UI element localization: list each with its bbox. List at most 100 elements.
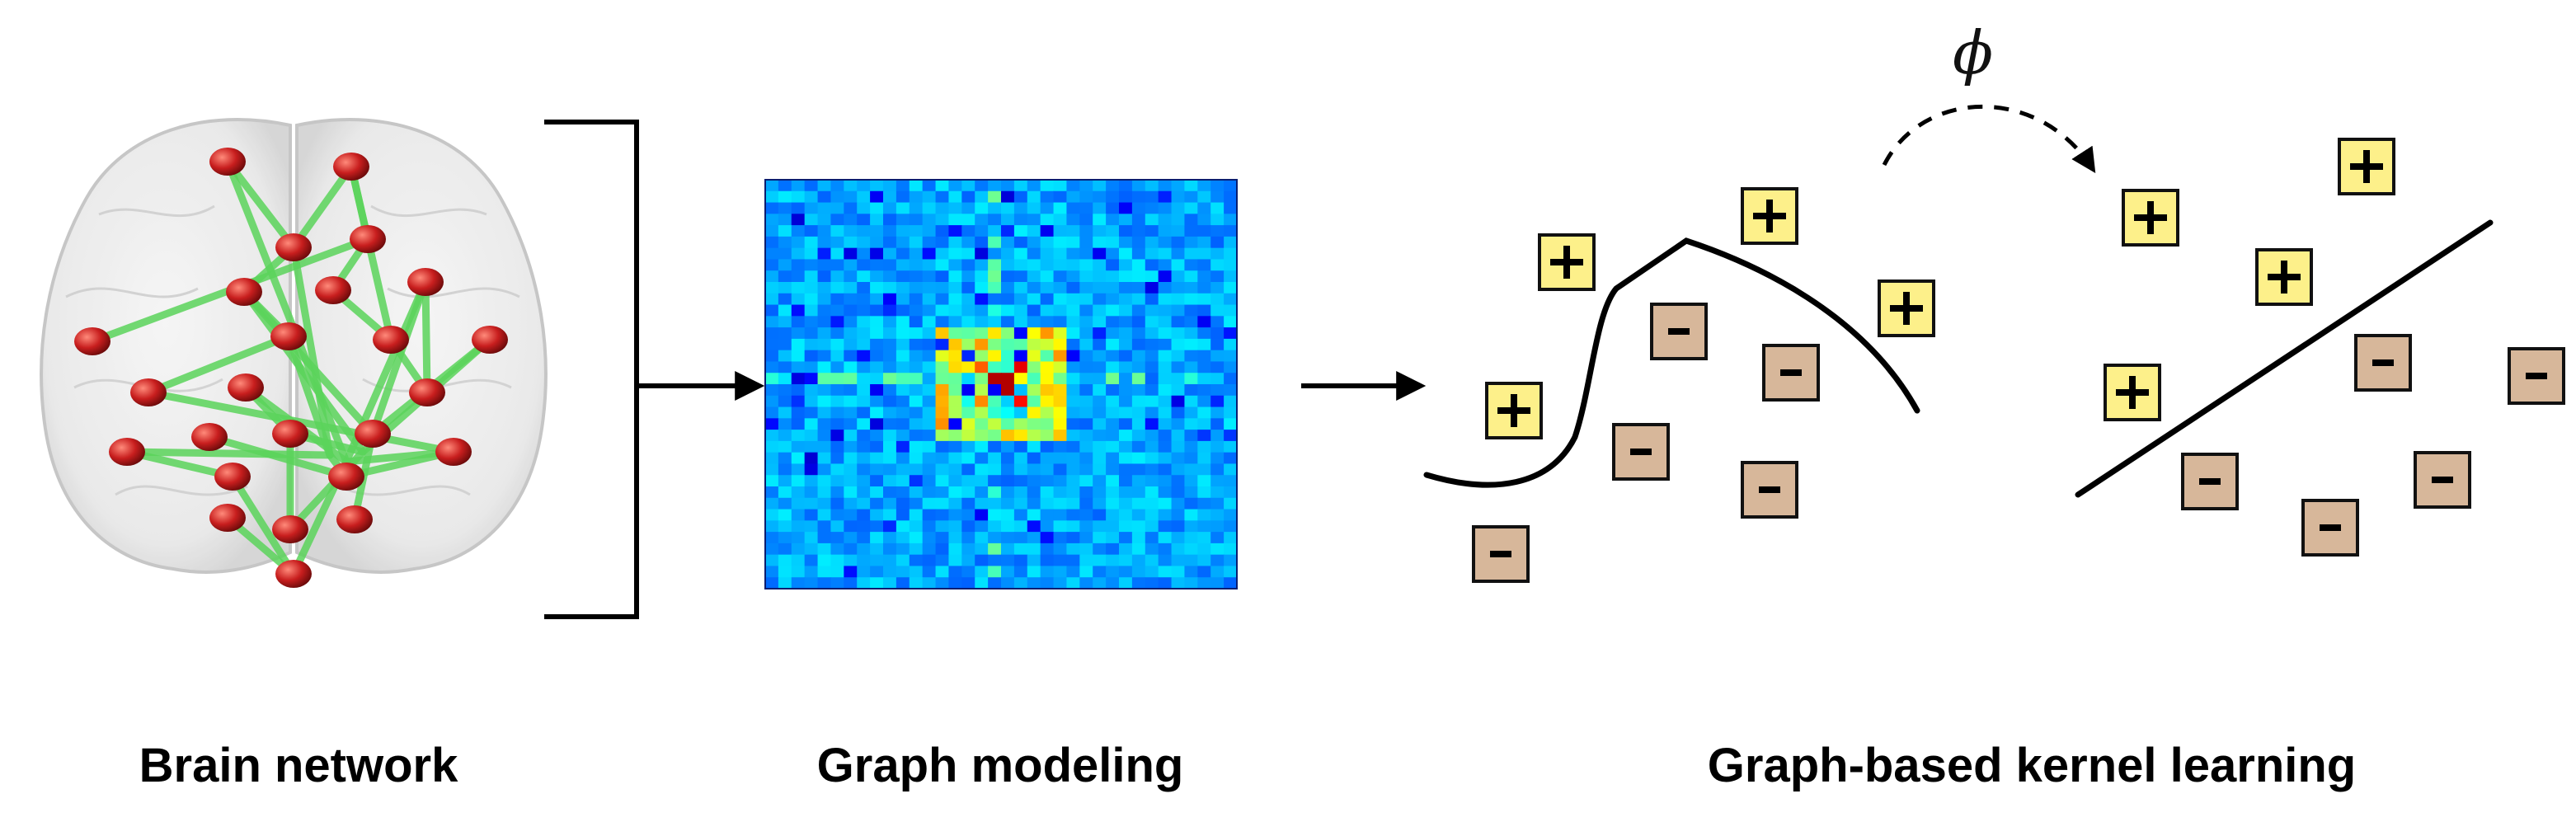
matrix-cell bbox=[895, 373, 910, 385]
matrix-cell bbox=[1093, 214, 1107, 226]
matrix-cell bbox=[804, 270, 819, 283]
matrix-cell bbox=[1131, 543, 1146, 556]
matrix-cell bbox=[844, 486, 858, 499]
matrix-cell bbox=[870, 338, 884, 351]
matrix-cell bbox=[895, 384, 910, 397]
brain-edge bbox=[144, 332, 293, 397]
matrix-cell bbox=[1131, 304, 1146, 317]
matrix-cell bbox=[817, 214, 832, 226]
matrix-cell bbox=[765, 327, 779, 340]
matrix-cell bbox=[804, 486, 819, 499]
matrix-cell bbox=[909, 430, 924, 442]
matrix-cell bbox=[1027, 361, 1041, 373]
matrix-cell bbox=[1106, 236, 1120, 249]
matrix-cell bbox=[1066, 293, 1080, 306]
matrix-cell bbox=[791, 350, 806, 363]
matrix-cell bbox=[791, 440, 806, 453]
plus-icon-vertical bbox=[2363, 150, 2370, 183]
matrix-cell bbox=[765, 577, 779, 589]
matrix-cell bbox=[1013, 418, 1028, 430]
matrix-cell bbox=[1197, 282, 1211, 294]
matrix-cell bbox=[909, 452, 924, 465]
matrix-cell bbox=[1158, 293, 1173, 306]
matrix-cell bbox=[778, 532, 792, 544]
matrix-cell bbox=[1145, 566, 1159, 578]
matrix-cell bbox=[1197, 247, 1211, 261]
matrix-cell bbox=[922, 338, 937, 351]
matrix-cell bbox=[870, 497, 884, 510]
matrix-cell bbox=[791, 338, 806, 351]
matrix-cell bbox=[1184, 259, 1198, 271]
matrix-cell bbox=[961, 282, 975, 294]
brain-node bbox=[191, 423, 228, 451]
matrix-cell bbox=[1171, 532, 1186, 544]
matrix-cell bbox=[1210, 566, 1225, 578]
matrix-cell bbox=[1079, 316, 1093, 328]
matrix-cell bbox=[1184, 430, 1198, 442]
plus-icon-vertical bbox=[1563, 246, 1570, 279]
matrix-cell bbox=[1013, 395, 1028, 408]
matrix-cell bbox=[1197, 418, 1211, 430]
matrix-cell bbox=[988, 373, 1002, 385]
matrix-cell bbox=[1145, 180, 1159, 192]
matrix-cell bbox=[935, 350, 950, 363]
matrix-cell bbox=[1119, 486, 1133, 499]
matrix-cell bbox=[1027, 395, 1041, 408]
matrix-cell bbox=[1119, 520, 1133, 533]
matrix-cell bbox=[1119, 180, 1133, 192]
matrix-cell bbox=[961, 316, 975, 328]
matrix-cell bbox=[948, 214, 962, 226]
matrix-cell bbox=[1053, 316, 1068, 328]
matrix-cell bbox=[1131, 316, 1146, 328]
matrix-cell bbox=[1145, 406, 1159, 419]
matrix-cell bbox=[909, 361, 924, 373]
matrix-cell bbox=[988, 532, 1002, 544]
matrix-cell bbox=[1119, 327, 1133, 340]
matrix-cell bbox=[883, 543, 897, 556]
matrix-cell bbox=[1040, 577, 1055, 589]
matrix-cell bbox=[1053, 418, 1068, 430]
matrix-cell bbox=[922, 350, 937, 363]
matrix-cell bbox=[975, 543, 989, 556]
matrix-cell bbox=[948, 566, 962, 578]
matrix-cell bbox=[1119, 350, 1133, 363]
matrix-cell bbox=[1210, 463, 1225, 476]
matrix-cell bbox=[1158, 225, 1173, 237]
matrix-cell bbox=[1184, 395, 1198, 408]
matrix-cell bbox=[1197, 543, 1211, 556]
matrix-cell bbox=[1053, 395, 1068, 408]
matrix-cell bbox=[1171, 554, 1186, 567]
matrix-cell bbox=[922, 406, 937, 419]
matrix-cell bbox=[961, 395, 975, 408]
matrix-cell bbox=[1013, 316, 1028, 328]
matrix-cell bbox=[1066, 225, 1080, 237]
matrix-cell bbox=[1053, 373, 1068, 385]
matrix-cell bbox=[909, 463, 924, 476]
matrix-cell bbox=[1040, 440, 1055, 453]
matrix-cell bbox=[1106, 202, 1120, 214]
matrix-cell bbox=[1197, 406, 1211, 419]
matrix-cell bbox=[791, 520, 806, 533]
matrix-cell bbox=[1106, 304, 1120, 317]
matrix-cell bbox=[1197, 293, 1211, 306]
matrix-cell bbox=[778, 440, 792, 453]
matrix-cell bbox=[883, 463, 897, 476]
matrix-cell bbox=[1184, 463, 1198, 476]
matrix-cell bbox=[1001, 316, 1015, 328]
matrix-cell bbox=[1210, 440, 1225, 453]
matrix-cell bbox=[935, 395, 950, 408]
matrix-cell bbox=[765, 452, 779, 465]
matrix-cell bbox=[1001, 214, 1015, 226]
matrix-cell bbox=[1184, 577, 1198, 589]
matrix-cell bbox=[1131, 270, 1146, 283]
caption-kernel-learning: Graph-based kernel learning bbox=[1707, 739, 2357, 792]
matrix-cell bbox=[1001, 247, 1015, 261]
matrix-cell bbox=[922, 282, 937, 294]
matrix-cell bbox=[1197, 520, 1211, 533]
matrix-cell bbox=[988, 440, 1002, 453]
matrix-cell bbox=[948, 247, 962, 261]
brain-node bbox=[275, 233, 312, 261]
matrix-cell bbox=[817, 270, 832, 283]
matrix-cell bbox=[961, 440, 975, 453]
matrix-cell bbox=[1001, 338, 1015, 351]
